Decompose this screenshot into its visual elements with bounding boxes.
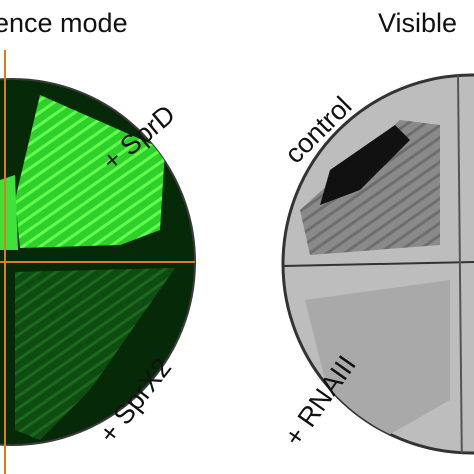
panel-title: Visible bbox=[378, 8, 457, 38]
panel-title: ence mode bbox=[0, 8, 128, 38]
visible-plate bbox=[281, 73, 474, 455]
fluorescence-plate bbox=[0, 50, 196, 474]
